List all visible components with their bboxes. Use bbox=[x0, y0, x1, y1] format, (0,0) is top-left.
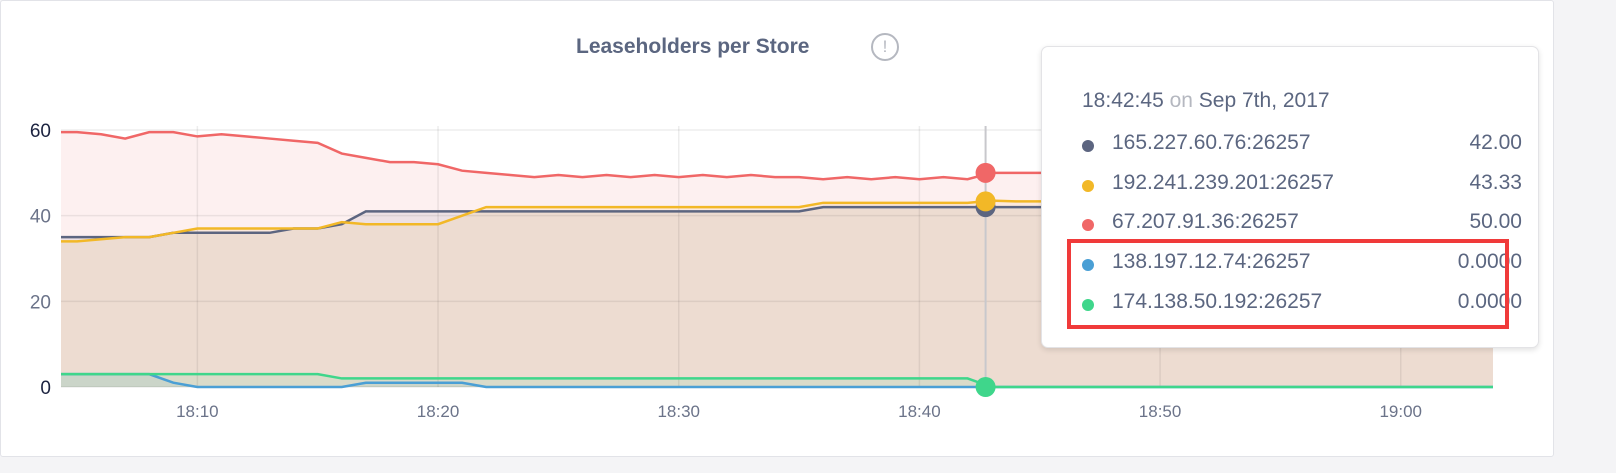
y-tick-label: 0 bbox=[40, 378, 51, 399]
exclamation-circle-icon[interactable]: ! bbox=[871, 33, 899, 61]
highlight-box bbox=[1067, 239, 1509, 329]
chart-card: Leaseholders per Store ! 0 20 40 60 18:10 18:… bbox=[0, 0, 1554, 457]
x-tick-label: 19:00 bbox=[1379, 402, 1422, 421]
y-tick-label: 40 bbox=[30, 207, 51, 228]
x-tick-label: 18:30 bbox=[657, 402, 700, 421]
series-dot-icon bbox=[1082, 219, 1094, 231]
y-tick-label: 60 bbox=[30, 121, 51, 142]
series-dot-icon bbox=[1082, 140, 1094, 152]
tooltip: 18:42:45 on Sep 7th, 2017 165.227.60.76:… bbox=[1041, 46, 1539, 348]
series-dot-icon bbox=[1082, 180, 1094, 192]
tooltip-row-label: 174.138.50.192:26257 bbox=[1112, 290, 1323, 313]
tooltip-row-label: 138.197.12.74:26257 bbox=[1112, 250, 1311, 273]
hover-marker bbox=[975, 162, 996, 183]
tooltip-row-label: 192.241.239.201:26257 bbox=[1112, 171, 1334, 194]
tooltip-row: 165.227.60.76:26257 42.00 bbox=[1082, 129, 1522, 167]
tooltip-row-label: 165.227.60.76:26257 bbox=[1112, 131, 1311, 154]
tooltip-row-label: 67.207.91.36:26257 bbox=[1112, 210, 1299, 233]
tooltip-header: 18:42:45 on Sep 7th, 2017 bbox=[1082, 89, 1330, 113]
series-dot-icon bbox=[1082, 299, 1094, 311]
series-line bbox=[61, 372, 1493, 389]
tooltip-row: 67.207.91.36:26257 50.00 bbox=[1082, 208, 1522, 246]
tooltip-row: 192.241.239.201:26257 43.33 bbox=[1082, 169, 1522, 207]
x-tick-label: 18:50 bbox=[1139, 402, 1182, 421]
tooltip-time: 18:42:45 bbox=[1082, 89, 1164, 112]
x-tick-label: 18:20 bbox=[417, 402, 460, 421]
tooltip-row-value: 50.00 bbox=[1469, 210, 1522, 233]
chart-title: Leaseholders per Store bbox=[576, 35, 810, 58]
tooltip-row-value: 42.00 bbox=[1469, 131, 1522, 154]
x-tick-label: 18:10 bbox=[176, 402, 219, 421]
hover-marker bbox=[975, 377, 996, 397]
series-dot-icon bbox=[1082, 259, 1094, 271]
tooltip-date: Sep 7th, 2017 bbox=[1198, 89, 1330, 112]
hover-marker bbox=[975, 191, 996, 212]
x-tick-label: 18:40 bbox=[898, 402, 941, 421]
tooltip-on: on bbox=[1169, 89, 1193, 112]
y-tick-label: 20 bbox=[30, 292, 51, 313]
tooltip-row-value: 43.33 bbox=[1469, 171, 1522, 194]
